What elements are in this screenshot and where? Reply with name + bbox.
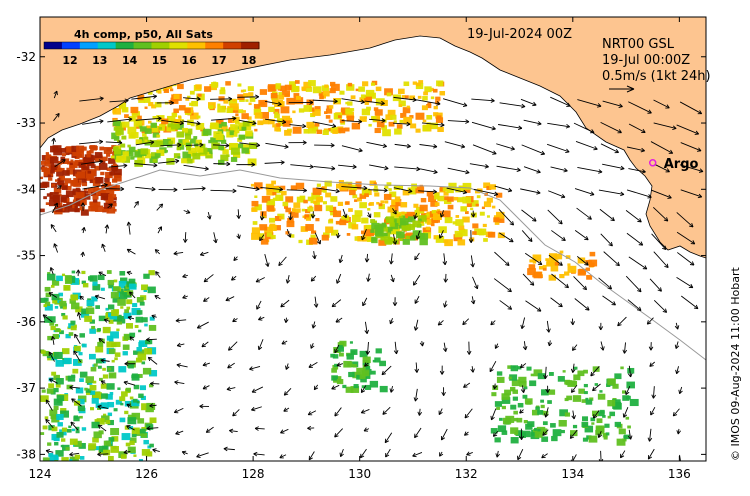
y-tick-label: -36: [16, 315, 36, 329]
colorbar-swatch: [241, 42, 260, 49]
colorbar-label: 14: [122, 54, 138, 67]
colorbar-swatch: [79, 42, 99, 49]
colorbar-label: 17: [211, 54, 226, 67]
colorbar-swatch: [97, 42, 117, 49]
y-tick-label: -34: [16, 182, 36, 196]
x-axis-ticks: 124 126 128 130 132 134 136: [29, 17, 691, 481]
australia-landmass: [40, 17, 706, 259]
colorbar-swatch: [223, 42, 242, 49]
colorbar-label: 12: [62, 54, 77, 67]
y-axis-ticks: -32 -33 -34 -35 -36 -37 -38: [16, 50, 706, 461]
colorbar-swatch: [61, 42, 81, 49]
colorbar-swatch: [151, 42, 170, 49]
x-tick-label: 134: [561, 467, 584, 481]
product-label: NRT00 GSL: [602, 37, 675, 52]
colorbar-label: 18: [241, 54, 256, 67]
x-tick-label: 130: [348, 467, 371, 481]
y-tick-label: -32: [16, 50, 36, 64]
colorbar-frame: [43, 41, 260, 50]
argo-float-icon: [648, 159, 657, 167]
colorbar-swatch: [169, 42, 188, 49]
colorbar-title: 4h comp, p50, All Sats: [74, 28, 213, 41]
x-tick-label: 136: [668, 467, 691, 481]
x-tick-label: 128: [242, 467, 265, 481]
x-tick-label: 124: [29, 467, 52, 481]
credit-text: © IMOS 09-Aug-2024 11:00 Hobart: [729, 267, 742, 461]
plot-frame: [39, 16, 707, 462]
argo-marker: Argo: [648, 157, 699, 172]
date-label: 19-Jul-2024 00Z: [467, 27, 572, 42]
colorbar-swatch: [205, 42, 224, 49]
current-vectors: [42, 90, 704, 461]
shelf-edge-contour: [40, 169, 706, 361]
colorbar-label: 16: [182, 54, 198, 67]
x-tick-label: 126: [135, 467, 158, 481]
y-tick-label: -38: [16, 447, 36, 461]
argo-label: Argo: [664, 157, 699, 172]
x-tick-label: 132: [455, 467, 478, 481]
scale-arrow-icon: [609, 85, 635, 93]
colorbar-label: 15: [152, 54, 167, 67]
y-tick-label: -35: [16, 249, 36, 263]
colorbar-swatch: [115, 42, 135, 49]
colorbar-swatch: [44, 42, 63, 49]
colorbar-label: 13: [92, 54, 107, 67]
sst-patches: [40, 80, 639, 461]
colorbar-swatch: [133, 42, 152, 49]
y-tick-label: -37: [16, 381, 36, 395]
time-label: 19-Jul 00:00Z: [602, 53, 690, 68]
colorbar-swatch: [187, 42, 206, 49]
scale-label: 0.5m/s (1kt 24h): [602, 69, 711, 84]
y-tick-label: -33: [16, 116, 36, 130]
sst-colorbar: 4h comp, p50, All Sats 12 13 14 15 16 17 18: [43, 28, 260, 67]
